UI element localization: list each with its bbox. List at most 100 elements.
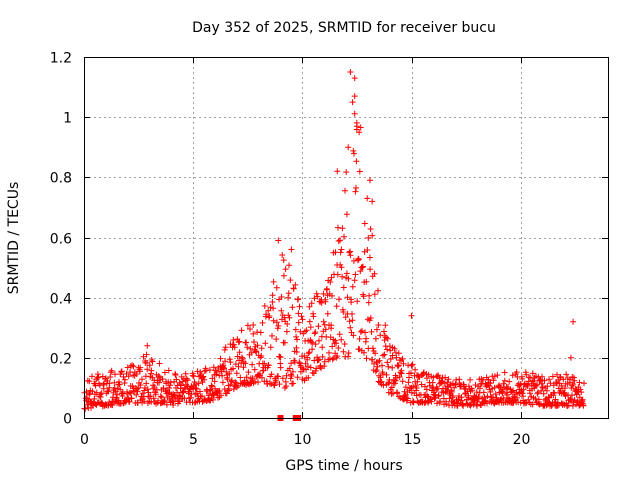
data-point (262, 340, 269, 347)
data-point (578, 389, 585, 396)
data-point (221, 365, 227, 372)
data-point (286, 365, 293, 372)
data-point (295, 310, 302, 317)
data-point (295, 319, 302, 326)
data-point (187, 394, 194, 401)
data-point (172, 372, 179, 378)
data-point (316, 356, 322, 363)
data-point (327, 279, 334, 285)
data-point (238, 327, 245, 334)
data-point (318, 365, 325, 372)
data-point (527, 390, 533, 397)
data-point (357, 268, 364, 275)
data-point (91, 395, 98, 402)
data-point (133, 371, 140, 377)
data-point (107, 374, 114, 380)
data-point (385, 380, 392, 387)
data-point (142, 373, 149, 380)
data-point (329, 356, 336, 363)
data-point (243, 374, 250, 381)
data-point (379, 370, 386, 377)
data-point (270, 278, 277, 285)
data-point (524, 381, 530, 388)
data-point (305, 374, 312, 381)
data-point (340, 309, 347, 315)
data-point (158, 394, 165, 401)
data-point (268, 381, 275, 388)
data-point (357, 328, 364, 335)
data-point (431, 391, 438, 398)
data-point (148, 367, 155, 374)
data-point (487, 380, 494, 387)
data-point (218, 392, 224, 399)
data-point (200, 373, 207, 380)
data-point (222, 358, 228, 365)
data-point (501, 369, 508, 376)
data-point (554, 371, 560, 378)
data-point (95, 374, 102, 381)
data-point (349, 317, 356, 324)
x-axis-label: GPS time / hours (285, 458, 402, 474)
data-point (226, 370, 233, 377)
data-point (349, 311, 355, 317)
data-point (343, 270, 350, 277)
data-point (321, 358, 328, 365)
data-point (377, 332, 384, 339)
data-point (167, 382, 173, 389)
data-point (283, 328, 290, 335)
data-point (571, 377, 578, 384)
data-point (307, 364, 314, 371)
data-point (570, 318, 577, 325)
data-point (549, 373, 556, 380)
data-point (235, 339, 242, 346)
data-point (371, 291, 378, 298)
data-point (360, 293, 367, 300)
data-point (339, 225, 346, 232)
data-point (161, 397, 168, 404)
data-point (489, 385, 496, 392)
data-point (306, 349, 313, 356)
data-point (504, 391, 511, 398)
data-point (350, 332, 357, 339)
data-point (227, 359, 234, 366)
data-point (139, 390, 146, 397)
data-point (380, 352, 386, 359)
data-point (210, 364, 217, 371)
data-point (322, 296, 329, 303)
data-point (388, 384, 395, 391)
data-point (299, 316, 306, 323)
data-point (321, 363, 328, 370)
data-point (413, 392, 420, 399)
data-point (261, 360, 268, 367)
data-point (312, 329, 319, 336)
data-point (434, 400, 440, 407)
data-point (395, 350, 402, 357)
data-point (379, 362, 385, 369)
data-point (363, 355, 370, 362)
data-point (213, 389, 220, 396)
data-point (351, 110, 358, 117)
data-point (230, 337, 237, 343)
data-point (345, 350, 352, 356)
data-point (281, 339, 288, 346)
data-point (418, 381, 425, 388)
data-point (430, 374, 437, 381)
data-point (576, 379, 583, 386)
data-point (393, 374, 400, 381)
data-point (538, 387, 545, 394)
data-point (334, 271, 341, 278)
data-point (270, 305, 277, 312)
data-point (259, 374, 265, 381)
data-point (353, 158, 360, 165)
axis-ticks (84, 57, 608, 419)
data-point (282, 266, 289, 273)
data-point (221, 346, 228, 353)
data-point (145, 389, 152, 396)
data-point (199, 393, 205, 399)
data-point (130, 363, 137, 370)
data-point (186, 395, 192, 402)
data-point (193, 386, 200, 392)
data-point (195, 380, 202, 387)
data-point (445, 376, 452, 383)
data-point (226, 356, 233, 363)
